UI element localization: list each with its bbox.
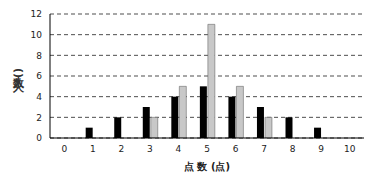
svg-text:8: 8 [36, 51, 42, 61]
svg-text:1: 1 [90, 144, 96, 154]
svg-text:4: 4 [176, 144, 182, 154]
svg-text:6: 6 [36, 71, 42, 81]
svg-text:6: 6 [233, 144, 239, 154]
svg-text:5: 5 [204, 144, 210, 154]
svg-text:3: 3 [147, 144, 153, 154]
svg-text:0: 0 [61, 144, 67, 154]
svg-text:7: 7 [261, 144, 267, 154]
svg-text:8: 8 [290, 144, 296, 154]
svg-text:12: 12 [31, 9, 42, 19]
svg-text:9: 9 [318, 144, 324, 154]
svg-text:2: 2 [36, 113, 42, 123]
svg-text:10: 10 [344, 144, 356, 154]
svg-text:0: 0 [36, 133, 42, 143]
svg-text:10: 10 [31, 30, 43, 40]
svg-text:点 数 (点): 点 数 (点) [184, 161, 230, 172]
html-text:人数(人): 人数(人) [11, 68, 25, 78]
svg-text:4: 4 [36, 92, 42, 102]
svg-text:2: 2 [118, 144, 124, 154]
